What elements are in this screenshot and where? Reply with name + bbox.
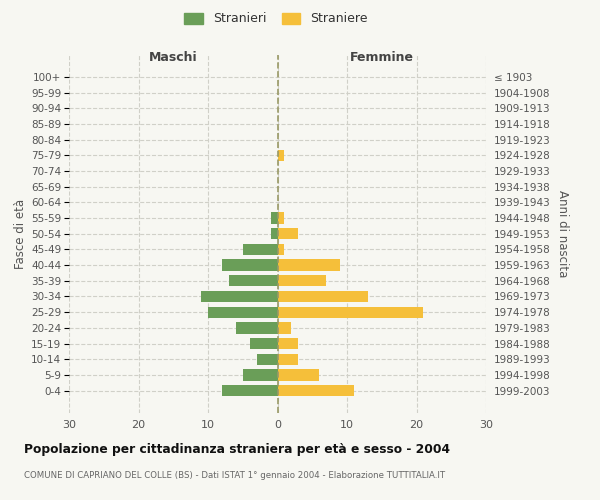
Text: Maschi: Maschi	[149, 52, 197, 64]
Bar	[277, 322, 292, 334]
Bar	[229, 275, 277, 286]
Bar	[271, 228, 277, 239]
Bar	[271, 212, 277, 224]
Y-axis label: Anni di nascita: Anni di nascita	[556, 190, 569, 278]
Legend: Stranieri, Straniere: Stranieri, Straniere	[179, 8, 373, 30]
Bar	[257, 354, 277, 365]
Text: Popolazione per cittadinanza straniera per età e sesso - 2004: Popolazione per cittadinanza straniera p…	[24, 442, 450, 456]
Bar	[277, 260, 340, 271]
Bar	[277, 244, 284, 255]
Bar	[277, 385, 354, 396]
Bar	[277, 354, 298, 365]
Bar	[250, 338, 277, 349]
Bar	[277, 306, 424, 318]
Text: Femmine: Femmine	[350, 52, 414, 64]
Y-axis label: Fasce di età: Fasce di età	[14, 198, 27, 269]
Bar	[201, 291, 277, 302]
Bar	[277, 338, 298, 349]
Bar	[236, 322, 277, 334]
Bar	[277, 291, 368, 302]
Text: COMUNE DI CAPRIANO DEL COLLE (BS) - Dati ISTAT 1° gennaio 2004 - Elaborazione TU: COMUNE DI CAPRIANO DEL COLLE (BS) - Dati…	[24, 471, 445, 480]
Bar	[277, 212, 284, 224]
Bar	[243, 370, 277, 380]
Bar	[222, 260, 277, 271]
Bar	[277, 150, 284, 161]
Bar	[277, 228, 298, 239]
Bar	[277, 275, 326, 286]
Bar	[277, 370, 319, 380]
Bar	[222, 385, 277, 396]
Bar	[243, 244, 277, 255]
Bar	[208, 306, 277, 318]
